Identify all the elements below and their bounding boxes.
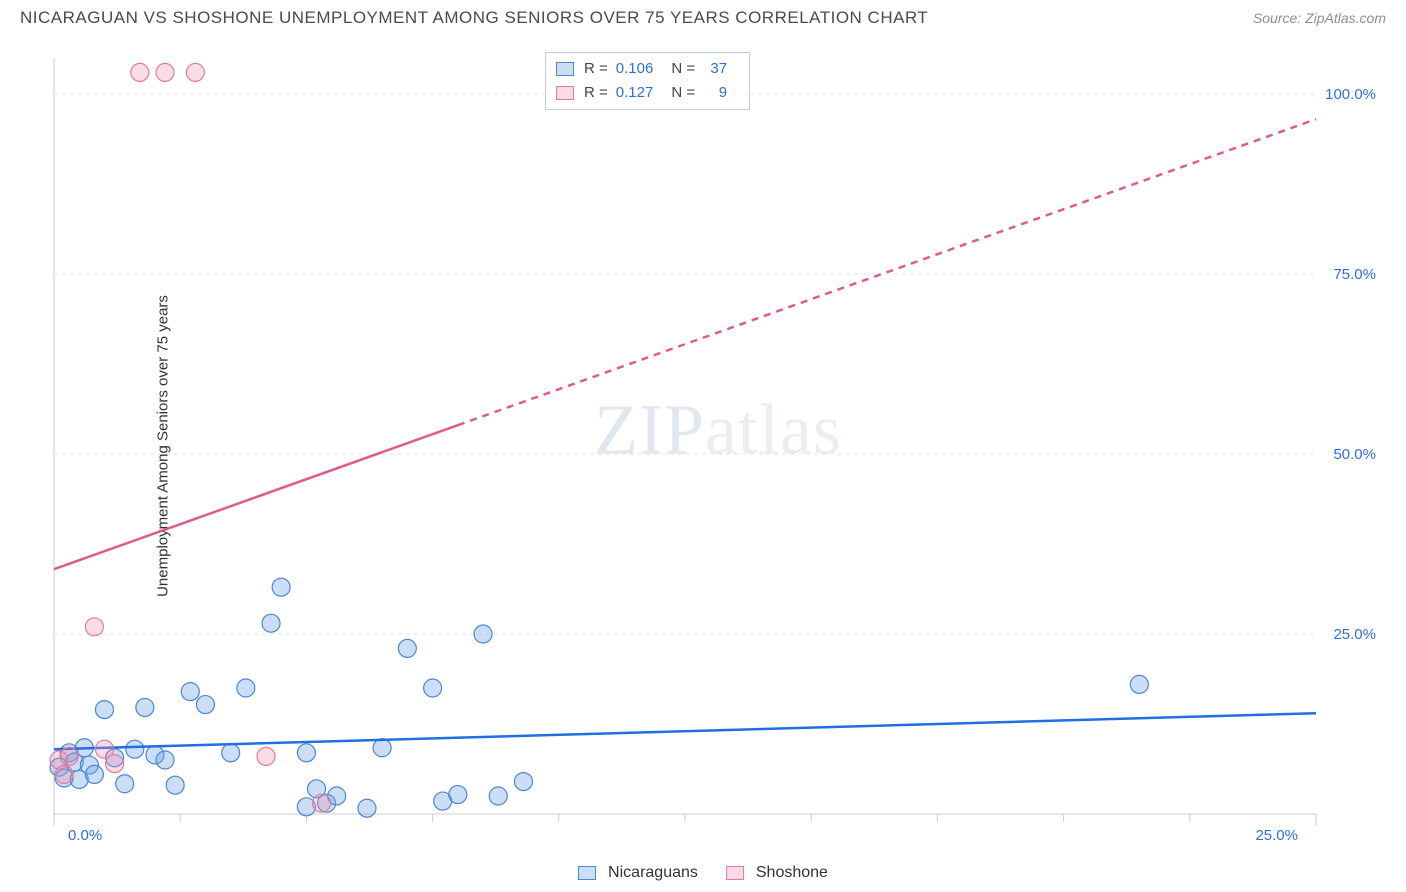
data-point (1130, 675, 1148, 693)
stat-r-value: 0.127 (616, 81, 654, 105)
data-point (313, 794, 331, 812)
data-point (85, 765, 103, 783)
data-point (55, 765, 73, 783)
stat-n-label: N = (671, 57, 695, 81)
data-point (222, 744, 240, 762)
swatch-icon (556, 62, 574, 76)
swatch-icon (726, 866, 744, 880)
data-point (358, 799, 376, 817)
trend-line-dashed (458, 119, 1316, 425)
data-point (237, 679, 255, 697)
trend-line (54, 713, 1316, 749)
stats-legend-box: R = 0.106 N = 37 R = 0.127 N = 9 (545, 52, 750, 110)
stat-n-value: 37 (703, 57, 727, 81)
swatch-icon (556, 86, 574, 100)
y-tick-label: 50.0% (1333, 446, 1376, 463)
y-tick-label: 100.0% (1325, 86, 1376, 103)
data-point (398, 639, 416, 657)
data-point (95, 701, 113, 719)
legend-label: Shoshone (756, 864, 828, 882)
chart-title: NICARAGUAN VS SHOSHONE UNEMPLOYMENT AMON… (20, 8, 928, 28)
legend-item-nicaraguans: Nicaraguans (578, 864, 698, 882)
legend-item-shoshone: Shoshone (726, 864, 828, 882)
data-point (196, 696, 214, 714)
data-point (297, 744, 315, 762)
data-point (136, 698, 154, 716)
data-point (85, 618, 103, 636)
stat-r-label: R = (584, 81, 608, 105)
legend-label: Nicaraguans (608, 864, 698, 882)
stat-r-value: 0.106 (616, 57, 654, 81)
data-point (126, 740, 144, 758)
trend-line (54, 425, 458, 569)
data-point (106, 755, 124, 773)
data-point (186, 63, 204, 81)
data-point (262, 614, 280, 632)
data-point (131, 63, 149, 81)
data-point (489, 787, 507, 805)
stat-r-label: R = (584, 57, 608, 81)
data-point (156, 63, 174, 81)
y-tick-label: 25.0% (1333, 626, 1376, 643)
stat-n-value: 9 (703, 81, 727, 105)
chart-area: 25.0%50.0%75.0%100.0%0.0%25.0% ZIPatlas (50, 48, 1386, 844)
stats-row: R = 0.127 N = 9 (556, 81, 739, 105)
data-point (272, 578, 290, 596)
y-tick-label: 75.0% (1333, 266, 1376, 283)
stats-row: R = 0.106 N = 37 (556, 57, 739, 81)
data-point (424, 679, 442, 697)
swatch-icon (578, 866, 596, 880)
data-point (474, 625, 492, 643)
data-point (181, 683, 199, 701)
data-point (373, 739, 391, 757)
data-point (60, 747, 78, 765)
x-tick-label: 0.0% (68, 827, 102, 844)
x-tick-label: 25.0% (1255, 827, 1298, 844)
data-point (116, 775, 134, 793)
stat-n-label: N = (671, 81, 695, 105)
data-point (449, 786, 467, 804)
data-point (156, 751, 174, 769)
data-point (514, 773, 532, 791)
data-point (257, 747, 275, 765)
data-point (166, 776, 184, 794)
scatter-chart: 25.0% 50.0% 75.0% 100.0% 0.0% 25.0% (50, 48, 1386, 844)
bottom-legend: Nicaraguans Shoshone (578, 864, 828, 882)
source-label: Source: ZipAtlas.com (1253, 10, 1386, 26)
